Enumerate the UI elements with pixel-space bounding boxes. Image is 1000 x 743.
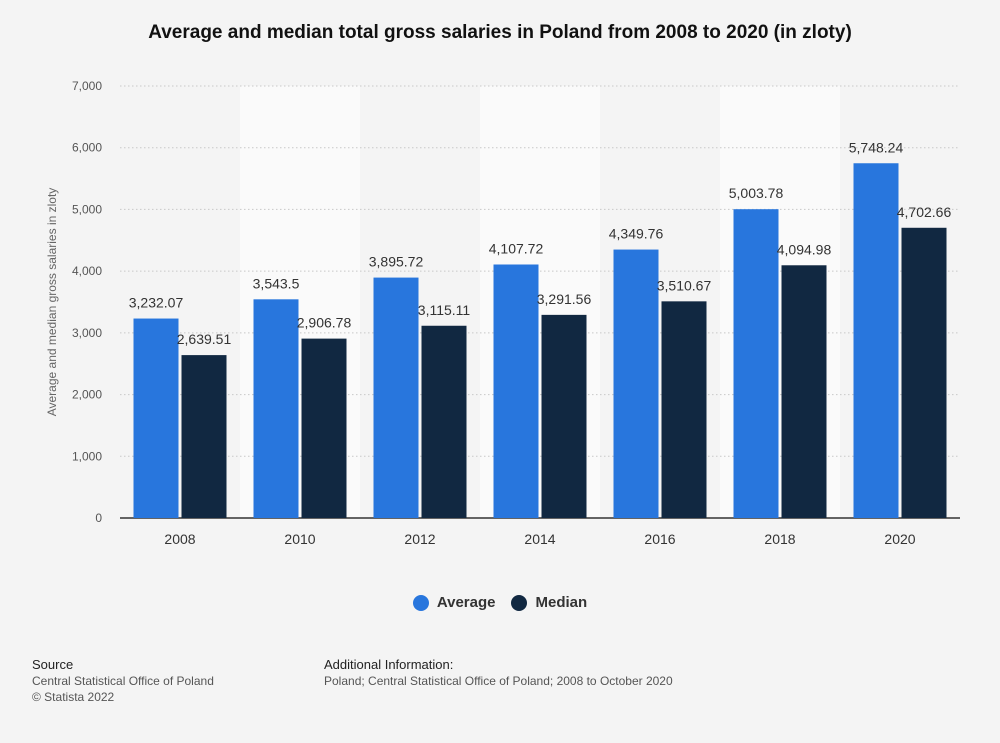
data-label-average: 5,003.78 — [729, 185, 784, 201]
y-tick-label: 1,000 — [72, 449, 102, 463]
bar-median — [661, 301, 707, 518]
data-label-median: 4,702.66 — [897, 204, 952, 220]
y-tick-label: 7,000 — [72, 79, 102, 93]
bar-average — [253, 299, 299, 518]
legend: Average Median — [0, 594, 1000, 611]
y-tick-label: 5,000 — [72, 202, 102, 216]
bar-median — [301, 338, 347, 518]
legend-item-average[interactable]: Average — [412, 594, 496, 611]
additional-info-heading: Additional Information: — [324, 657, 454, 672]
y-tick-label: 6,000 — [72, 141, 102, 155]
bar-median — [901, 227, 947, 519]
bar-median — [541, 314, 587, 518]
additional-info-block: Additional Information: Poland; Central … — [324, 657, 673, 689]
legend-swatch-average — [412, 594, 429, 611]
x-tick-label: 2012 — [404, 531, 435, 547]
data-label-average: 4,107.72 — [489, 240, 544, 256]
bar-median — [421, 325, 467, 518]
legend-label-median: Median — [535, 594, 588, 611]
data-label-median: 2,639.51 — [177, 331, 232, 347]
data-label-average: 5,748.24 — [849, 139, 904, 155]
x-tick-label: 2018 — [764, 531, 795, 547]
bar-average — [133, 318, 179, 518]
data-label-median: 4,094.98 — [777, 241, 832, 257]
bar-median — [781, 265, 827, 518]
x-tick-label: 2008 — [164, 531, 195, 547]
x-tick-label: 2020 — [884, 531, 915, 547]
data-label-median: 3,291.56 — [537, 291, 592, 307]
x-tick-label: 2014 — [524, 531, 555, 547]
bar-median — [181, 355, 227, 518]
bar-average — [853, 163, 899, 519]
legend-swatch-median — [511, 594, 528, 611]
copyright-text: © Statista 2022 — [32, 690, 115, 704]
data-label-average: 3,232.07 — [129, 295, 184, 311]
x-tick-label: 2010 — [284, 531, 315, 547]
y-tick-label: 3,000 — [72, 326, 102, 340]
legend-item-median[interactable]: Median — [511, 594, 587, 611]
data-label-median: 3,510.67 — [657, 277, 712, 293]
bar-average — [613, 249, 659, 518]
data-label-average: 3,895.72 — [369, 254, 424, 270]
additional-info-text: Poland; Central Statistical Office of Po… — [324, 674, 673, 688]
source-block: Source Central Statistical Office of Pol… — [32, 657, 214, 705]
x-tick-label: 2016 — [644, 531, 675, 547]
y-tick-label: 0 — [95, 511, 102, 525]
bar-average — [493, 264, 539, 518]
bar-average — [733, 209, 779, 518]
source-heading: Source — [32, 657, 74, 672]
data-label-average: 4,349.76 — [609, 226, 664, 242]
data-label-median: 2,906.78 — [297, 315, 352, 331]
bar-average — [373, 277, 419, 518]
y-tick-label: 4,000 — [72, 264, 102, 278]
source-text[interactable]: Central Statistical Office of Poland — [32, 674, 214, 688]
y-tick-label: 2,000 — [72, 388, 102, 402]
legend-label-average: Average — [436, 594, 496, 611]
y-axis-title: Average and median gross salaries in zlo… — [45, 188, 59, 417]
data-label-average: 3,543.5 — [253, 275, 300, 291]
chart-title: Average and median total gross salaries … — [148, 22, 852, 43]
data-label-median: 3,115.11 — [418, 302, 471, 318]
